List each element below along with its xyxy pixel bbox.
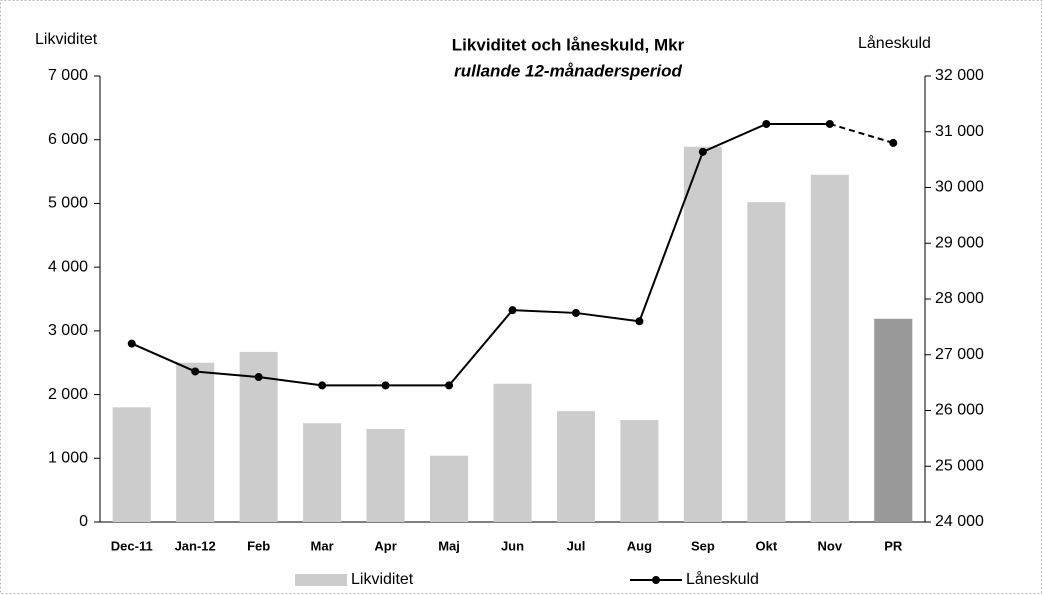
line-marker [698, 147, 707, 156]
bar [556, 411, 595, 522]
line-marker [254, 373, 263, 382]
bar [303, 423, 342, 522]
bar [874, 318, 913, 522]
line-projection [829, 122, 894, 144]
line-marker [889, 138, 898, 147]
bar [747, 202, 786, 522]
y2-tick-label: 26 000 [935, 402, 984, 419]
line-marker [445, 381, 454, 390]
bar [493, 383, 532, 522]
line-marker [318, 381, 327, 390]
bar [430, 455, 469, 522]
bar [112, 407, 151, 522]
y-tick-label: 4 000 [48, 258, 88, 275]
x-tick-label: Jul [567, 538, 586, 553]
y2-tick-label: 27 000 [935, 346, 984, 363]
x-tick-label: PR [884, 538, 903, 553]
y2-tick-label: 30 000 [935, 179, 984, 196]
line-marker [825, 119, 834, 128]
y-tick-label: 6 000 [48, 131, 88, 148]
bar [176, 362, 215, 522]
line-marker [635, 317, 644, 326]
x-tick-label: Okt [756, 538, 778, 553]
bar [683, 146, 722, 523]
y-tick-label: 7 000 [48, 67, 88, 84]
x-tick-label: Jan-12 [175, 538, 216, 553]
legend-swatch [652, 576, 660, 584]
bar [620, 420, 659, 522]
y2-tick-label: 24 000 [935, 513, 984, 530]
y-tick-label: 5 000 [48, 195, 88, 212]
y-tick-label: 1 000 [48, 450, 88, 467]
x-tick-label: Dec-11 [111, 538, 153, 553]
y2-tick-label: 31 000 [935, 123, 984, 140]
legend-label: Låneskuld [686, 570, 759, 588]
chart-subtitle: rullande 12-månadersperiod [454, 61, 682, 80]
x-tick-label: Feb [247, 538, 270, 553]
x-tick-label: Maj [438, 538, 460, 553]
line-marker [381, 381, 390, 390]
y-tick-label: 2 000 [48, 386, 88, 403]
line-marker [762, 119, 771, 128]
line [131, 122, 830, 387]
x-tick-label: Mar [311, 538, 334, 553]
y-tick-label: 0 [79, 513, 88, 530]
y-axis-title: Likviditet [35, 31, 98, 48]
y-tick-label: 3 000 [48, 322, 88, 339]
legend-swatch [295, 574, 347, 586]
x-tick-label: Jun [501, 538, 524, 553]
bar [366, 428, 405, 522]
y2-tick-label: 25 000 [935, 457, 984, 474]
y2-tick-label: 28 000 [935, 290, 984, 307]
line-marker [191, 367, 200, 376]
bar [810, 174, 849, 522]
x-tick-label: Nov [818, 538, 843, 553]
y2-tick-label: 29 000 [935, 234, 984, 251]
y2-axis-title: Låneskuld [858, 34, 931, 52]
line-marker [127, 339, 136, 348]
legend-label: Likviditet [351, 571, 414, 588]
x-tick-label: Aug [627, 538, 652, 553]
y2-tick-label: 32 000 [935, 67, 984, 84]
x-tick-label: Apr [374, 538, 396, 553]
chart-title: Likviditet och låneskuld, Mkr [452, 35, 685, 54]
x-tick-label: Sep [691, 538, 715, 553]
line-marker [508, 306, 517, 315]
line-marker [571, 308, 580, 317]
